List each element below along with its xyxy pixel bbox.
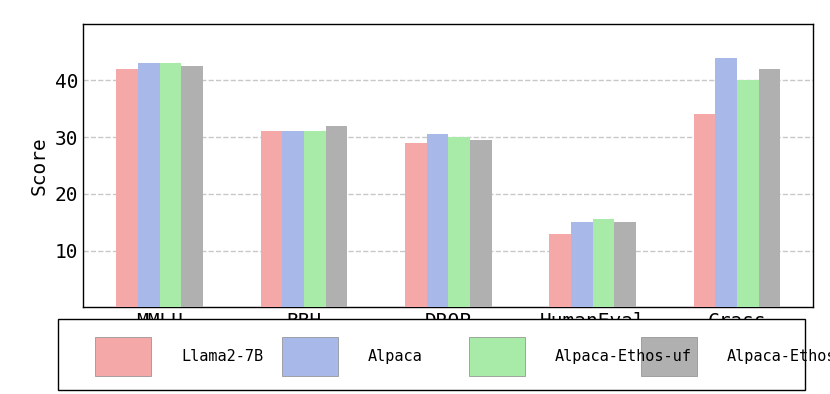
FancyBboxPatch shape	[469, 337, 525, 376]
Bar	[737, 80, 759, 307]
Bar	[715, 58, 737, 307]
Text: Alpaca-Ethos: Alpaca-Ethos	[727, 349, 830, 364]
Bar	[694, 114, 715, 307]
Bar	[116, 69, 138, 307]
Bar	[261, 132, 282, 307]
Bar	[405, 143, 427, 307]
Bar	[138, 63, 159, 307]
Text: Llama2-7B: Llama2-7B	[182, 349, 263, 364]
Bar	[614, 222, 636, 307]
Bar	[549, 234, 571, 307]
Bar	[759, 69, 780, 307]
Y-axis label: Score: Score	[30, 136, 49, 195]
FancyBboxPatch shape	[95, 337, 152, 376]
Bar	[448, 137, 470, 307]
Bar	[304, 132, 325, 307]
Bar	[571, 222, 593, 307]
FancyBboxPatch shape	[641, 337, 697, 376]
Text: Alpaca-Ethos-uf: Alpaca-Ethos-uf	[555, 349, 691, 364]
Bar	[427, 134, 448, 307]
Bar	[325, 126, 347, 307]
Bar	[181, 66, 203, 307]
Bar	[282, 132, 304, 307]
FancyBboxPatch shape	[58, 319, 805, 390]
Bar	[159, 63, 181, 307]
Text: Alpaca: Alpaca	[369, 349, 422, 364]
FancyBboxPatch shape	[282, 337, 339, 376]
Bar	[470, 140, 491, 307]
Bar	[593, 219, 614, 307]
